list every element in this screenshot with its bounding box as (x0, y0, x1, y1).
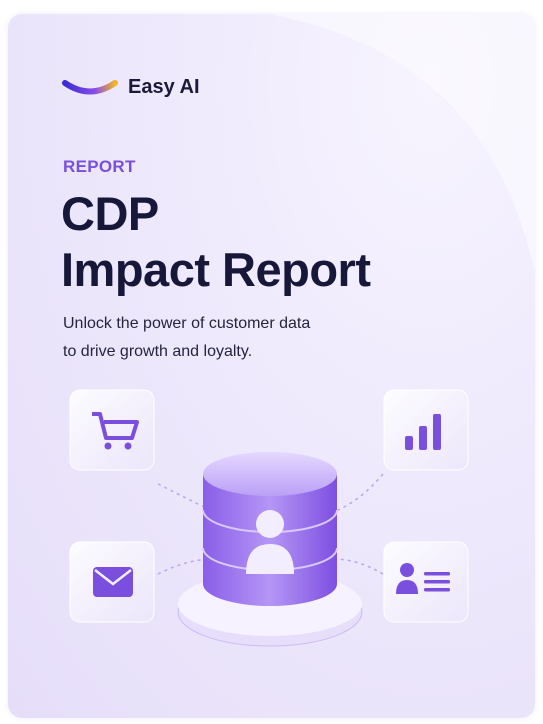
glass-card (383, 541, 469, 623)
subtitle: Unlock the power of customer data to dri… (63, 310, 310, 366)
bg-swoosh (268, 14, 535, 274)
db-top (203, 452, 337, 496)
brand-name: Easy AI (128, 76, 200, 98)
connectors (157, 473, 384, 575)
glass-card (69, 389, 155, 471)
person-icon (246, 544, 294, 574)
person-icon (256, 510, 284, 538)
brand: Easy AI (62, 76, 200, 99)
subtitle-line: to drive growth and loyalty. (63, 343, 253, 360)
cover-card: Easy AI REPORT CDP Impact Report Unlock … (8, 14, 535, 718)
title-line: Impact Report (61, 243, 371, 296)
title-line: CDP (61, 187, 159, 240)
glass-card (383, 389, 469, 471)
database (203, 474, 337, 606)
subtitle-line: Unlock the power of customer data (63, 315, 311, 332)
brand-logo (62, 79, 118, 94)
illustration (69, 14, 535, 647)
eyebrow: REPORT (63, 157, 136, 176)
title: CDP Impact Report (61, 186, 371, 298)
glass-card (69, 541, 155, 623)
